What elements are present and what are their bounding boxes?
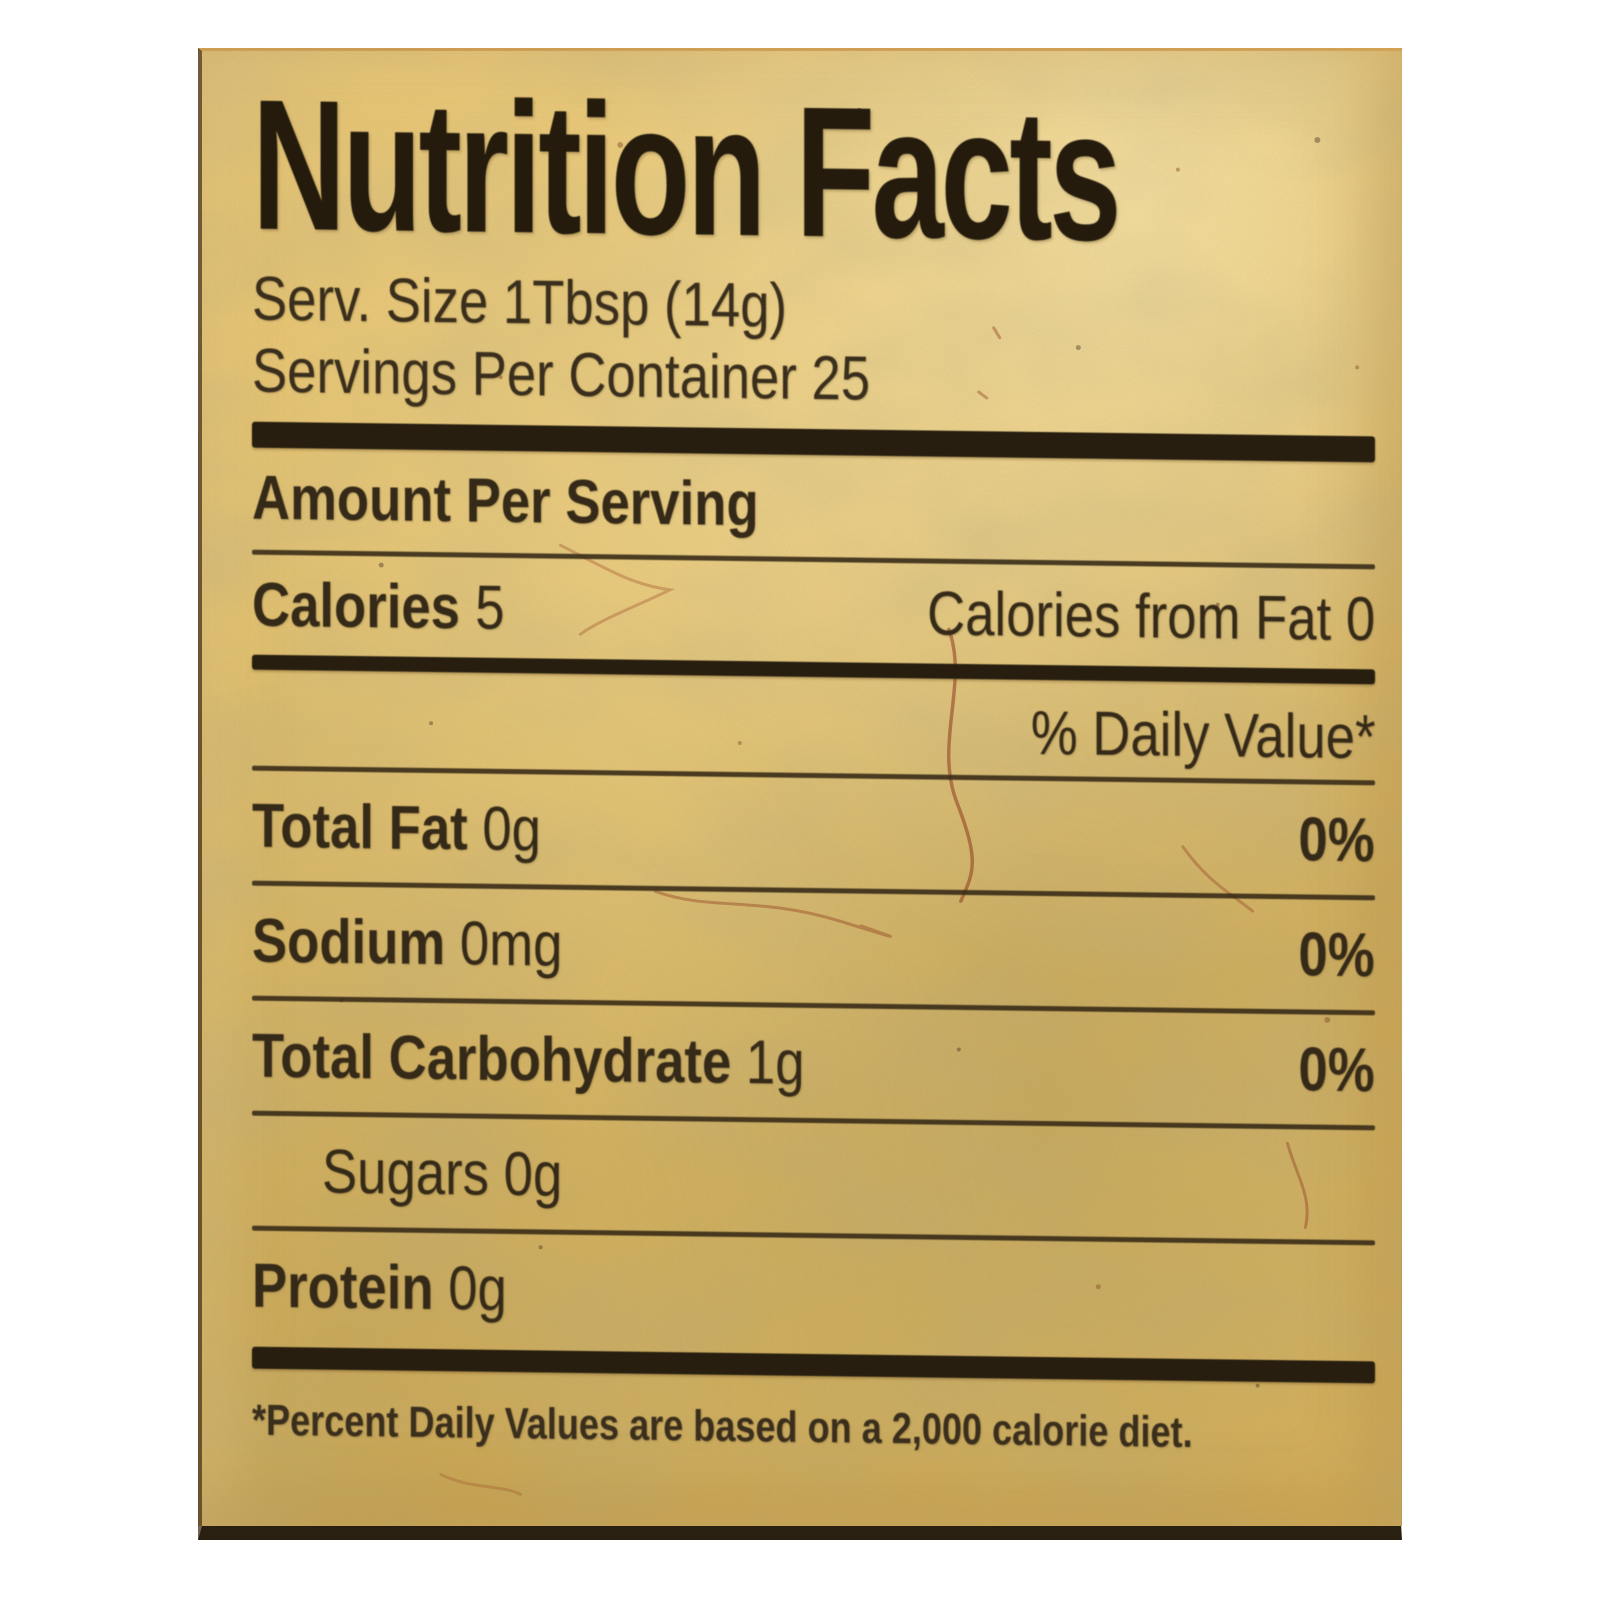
calories-amount: Calories 5: [252, 571, 505, 644]
calories-value: 5: [475, 573, 505, 643]
daily-value-percent: 0%: [1298, 919, 1375, 990]
amount-per-serving-heading: Amount Per Serving: [252, 463, 759, 540]
divider-thick-top: [252, 421, 1375, 463]
calories-row: Calories 5 Calories from Fat 0: [252, 571, 1375, 656]
calories-from-fat: Calories from Fat 0: [926, 579, 1375, 655]
nutrient-row-sugars: Sugars 0g: [252, 1116, 1375, 1241]
daily-value-percent: 0%: [1298, 804, 1375, 875]
calories-label: Calories: [252, 570, 460, 643]
divider-medium: [252, 654, 1375, 685]
daily-value-percent: 0%: [1298, 1034, 1375, 1105]
servings-per-container-line: Servings Per Container 25: [252, 336, 871, 414]
nutrition-facts-label: Nutrition Facts Serv. Size 1Tbsp (14g) S…: [198, 48, 1402, 1540]
nutrient-name-value: Sodium 0mg: [252, 906, 563, 980]
nutrient-row-sodium: Sodium 0mg 0%: [252, 886, 1375, 1011]
footnote: *Percent Daily Values are based on a 2,0…: [252, 1395, 1193, 1457]
nutrition-facts-title-text: Nutrition Facts: [252, 61, 1119, 280]
nutrient-name-value: Total Carbohydrate 1g: [252, 1021, 805, 1098]
nutrition-facts-title: Nutrition Facts: [252, 61, 1375, 280]
label-content: Nutrition Facts Serv. Size 1Tbsp (14g) S…: [202, 51, 1401, 1542]
divider-thin: [252, 549, 1375, 570]
nutrient-name-value: Sugars 0g: [322, 1137, 563, 1210]
nutrient-row-total-fat: Total Fat 0g 0%: [252, 771, 1375, 896]
daily-value-heading: % Daily Value*: [1030, 698, 1375, 773]
nutrient-row-protein: Protein 0g: [252, 1231, 1375, 1356]
nutrient-row-total-carbohydrate: Total Carbohydrate 1g 0%: [252, 1001, 1375, 1126]
nutrient-name-value: Total Fat 0g: [252, 791, 541, 864]
nutrient-name-value: Protein 0g: [252, 1251, 507, 1324]
